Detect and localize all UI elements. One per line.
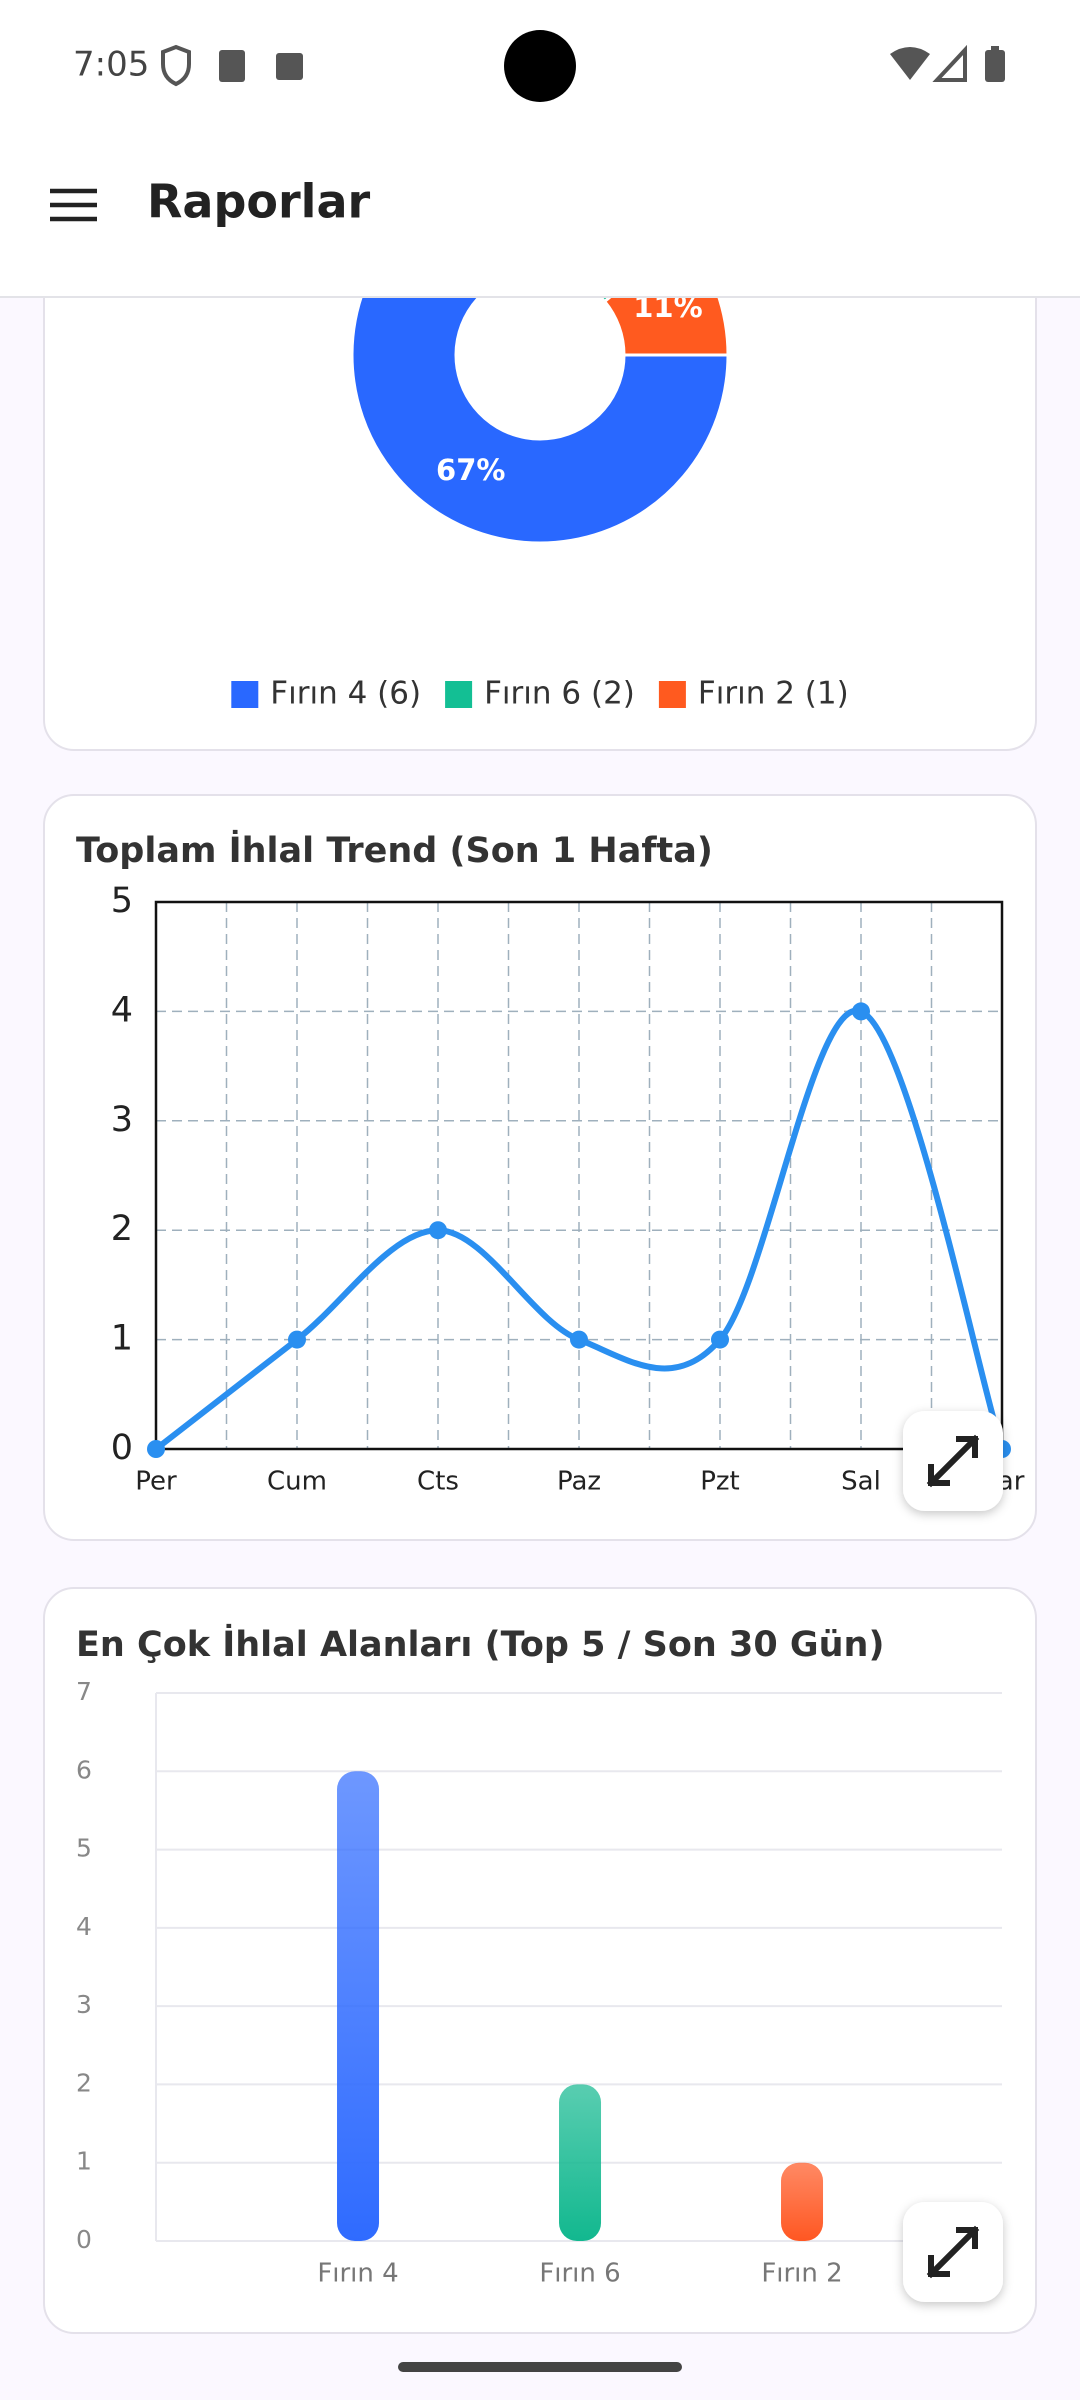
y-tick-label: 0 <box>111 1428 133 1468</box>
x-tick-label: Fırın 2 <box>761 2259 842 2289</box>
y-tick-label: 0 <box>76 2225 92 2254</box>
y-tick-label: 1 <box>76 2147 92 2176</box>
data-point <box>570 1330 588 1349</box>
battery-icon <box>985 50 1005 82</box>
y-tick-label: 3 <box>111 1100 133 1140</box>
slice-label: 67% <box>436 453 505 487</box>
x-tick-label: Sal <box>841 1467 881 1497</box>
card <box>43 794 1037 1541</box>
bar <box>781 2162 824 2241</box>
y-tick-label: 3 <box>76 1990 92 2019</box>
expand-button[interactable] <box>903 1411 1003 1511</box>
legend-label: Fırın 4 (6) <box>270 676 421 712</box>
data-point <box>852 1002 870 1021</box>
x-tick-label: Paz <box>557 1467 601 1497</box>
menu-icon <box>50 188 97 222</box>
data-point <box>288 1330 306 1349</box>
expand-button[interactable] <box>903 2202 1003 2302</box>
bar <box>559 2084 602 2241</box>
expand-icon <box>926 2225 980 2279</box>
header: 7:05 Raporlar <box>0 0 1080 298</box>
wifi-icon <box>890 47 930 80</box>
app-bar-title: Raporlar <box>147 175 370 229</box>
chart-title: En Çok İhlal Alanları (Top 5 / Son 30 Gü… <box>76 1623 884 1665</box>
y-tick-label: 4 <box>76 1912 92 1941</box>
font-icon <box>276 53 303 80</box>
legend-label: Fırın 2 (1) <box>698 676 849 712</box>
chart-title: Toplam İhlal Trend (Son 1 Hafta) <box>76 829 713 871</box>
bar-chart: En Çok İhlal Alanları (Top 5 / Son 30 Gü… <box>76 1623 1002 2289</box>
x-tick-label: Fırın 4 <box>317 2259 398 2289</box>
data-point <box>147 1440 165 1458</box>
trend-line <box>154 1007 1005 1452</box>
y-tick-label: 5 <box>111 881 133 921</box>
expand-icon <box>926 1434 980 1488</box>
y-tick-label: 5 <box>76 1834 92 1863</box>
legend-swatch <box>231 681 259 708</box>
card <box>43 1587 1037 2334</box>
x-tick-label: Per <box>135 1467 177 1497</box>
camera-cutout <box>504 30 576 102</box>
legend-swatch <box>445 681 473 708</box>
y-tick-label: 2 <box>76 2068 92 2097</box>
sd-icon <box>219 50 245 82</box>
data-point <box>711 1330 729 1349</box>
legend-swatch <box>658 681 686 708</box>
y-tick-label: 6 <box>76 1755 92 1784</box>
y-tick-label: 2 <box>111 1209 133 1249</box>
battery-tip <box>991 46 999 51</box>
x-tick-label: Pzt <box>700 1467 740 1497</box>
x-tick-label: Fırın 6 <box>539 2259 620 2289</box>
bar <box>337 1771 380 2241</box>
home-indicator <box>398 2362 682 2372</box>
data-point <box>429 1221 447 1240</box>
y-tick-label: 4 <box>111 990 133 1030</box>
legend: Fırın 4 (6) Fırın 6 (2) Fırın 2 (1) <box>231 676 849 712</box>
shield-icon <box>161 44 191 87</box>
x-tick-label: Cts <box>417 1467 459 1497</box>
line-chart: Toplam İhlal Trend (Son 1 Hafta) 0 1 2 3 4 5 Pe… <box>76 829 1025 1497</box>
y-tick-label: 1 <box>111 1319 133 1359</box>
signal-icon <box>932 44 967 82</box>
plot-border <box>154 900 1004 1451</box>
status-time: 7:05 <box>73 45 149 85</box>
x-tick-label: Cum <box>267 1467 327 1497</box>
legend-label: Fırın 6 (2) <box>484 676 635 712</box>
menu-button[interactable] <box>40 176 106 234</box>
y-tick-label: 7 <box>76 1677 92 1706</box>
